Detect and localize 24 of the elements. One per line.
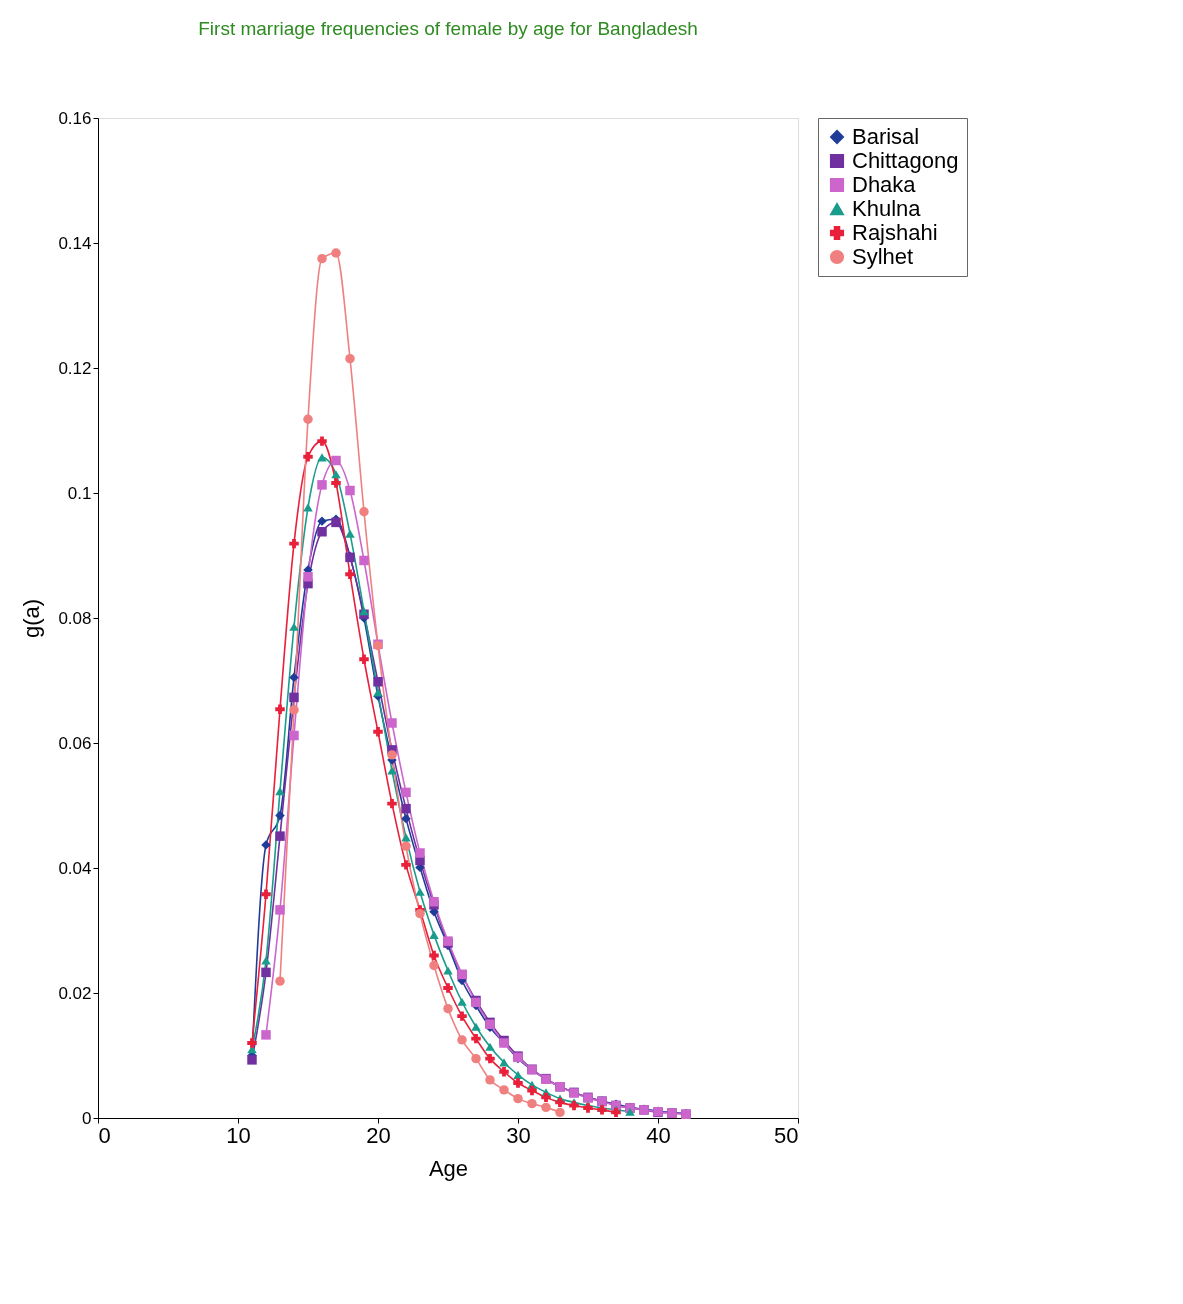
legend-label: Khulna xyxy=(852,196,922,221)
x-tick-label: 0 xyxy=(98,1122,111,1148)
y-tick-label: 0.08 xyxy=(58,608,92,628)
x-tick-label: 30 xyxy=(506,1122,531,1148)
legend-label: Dhaka xyxy=(852,172,917,197)
y-tick-label: 0.1 xyxy=(67,483,92,503)
chart-title: First marriage frequencies of female by age for Bangladesh xyxy=(198,18,698,39)
y-tick-label: 0.06 xyxy=(58,733,92,753)
y-tick-label: 0.12 xyxy=(58,358,92,378)
y-axis-title: g(a) xyxy=(19,598,45,639)
y-tick-label: 0.16 xyxy=(58,108,92,128)
y-tick-label: 0.02 xyxy=(58,983,92,1003)
legend-label: Rajshahi xyxy=(852,220,938,245)
x-tick-label: 40 xyxy=(646,1122,671,1148)
legend-label: Barisal xyxy=(852,124,920,149)
x-tick-label: 10 xyxy=(226,1122,251,1148)
y-tick-label: 0.04 xyxy=(58,858,92,878)
x-tick-label: 50 xyxy=(774,1122,799,1148)
x-axis-title: Age xyxy=(428,1155,469,1181)
legend-label: Chittagong xyxy=(852,148,959,173)
y-tick-label: 0.14 xyxy=(58,233,92,253)
legend-label: Sylhet xyxy=(852,244,914,269)
y-tick-label: 0 xyxy=(82,1108,92,1128)
x-tick-label: 20 xyxy=(366,1122,391,1148)
